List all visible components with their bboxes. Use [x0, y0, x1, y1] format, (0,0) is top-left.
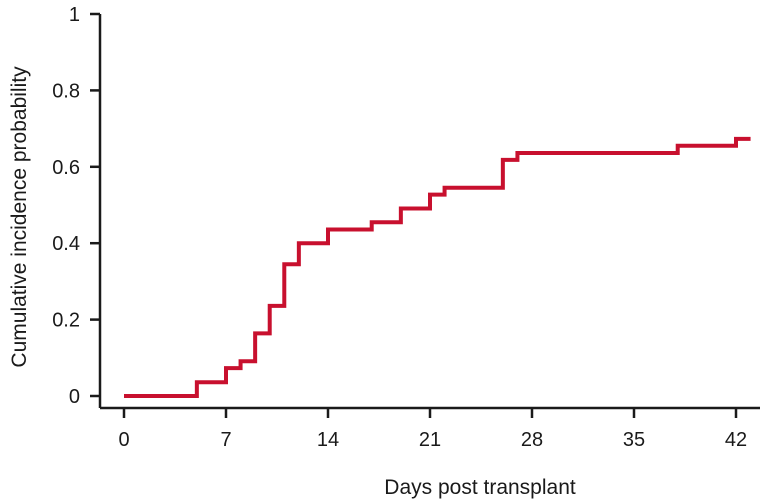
x-axis-title: Days post transplant	[384, 476, 576, 499]
x-tick-label: 21	[419, 429, 441, 451]
y-tick-label: 0.6	[52, 157, 80, 179]
series-line	[124, 136, 751, 398]
y-tick-label: 1	[69, 4, 80, 26]
x-tick-label: 42	[725, 429, 747, 451]
y-tick-label: 0	[69, 386, 80, 408]
x-tick-label: 35	[623, 429, 645, 451]
series-layer	[124, 136, 751, 398]
y-tick-label: 0.2	[52, 310, 80, 332]
x-tick-label: 7	[220, 429, 231, 451]
x-tick-label: 28	[521, 429, 543, 451]
y-axis-title: Cumulative incidence probability	[8, 66, 31, 368]
x-ticks: 0 7 14 21 28 35 42	[118, 408, 747, 451]
y-tick-label: 0.4	[52, 233, 80, 255]
axes	[98, 14, 760, 410]
y-tick-label: 0.8	[52, 80, 80, 102]
x-tick-label: 0	[118, 429, 129, 451]
x-tick-label: 14	[317, 429, 339, 451]
y-ticks: 0 0.2 0.4 0.6 0.8 1	[52, 4, 100, 408]
